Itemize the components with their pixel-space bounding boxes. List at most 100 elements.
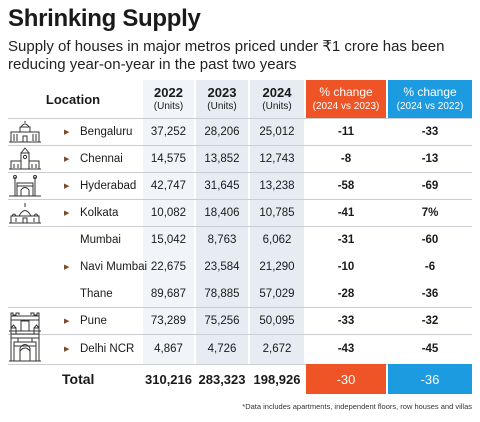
cell-change-vs-2023: -8 <box>340 152 352 165</box>
cell-change-vs-2023: -33 <box>337 314 355 327</box>
cell-2024: 6,062 <box>262 233 292 246</box>
cell-2024: 12,743 <box>259 152 295 165</box>
row-city: Pune <box>80 314 107 327</box>
cell-change-vs-2022: -13 <box>421 152 439 165</box>
cell-change-vs-2022: -69 <box>421 179 439 192</box>
table-row: ▶ Pune 73,289 75,256 50,095 -33 -32 <box>0 307 480 334</box>
header-change-vs-2023-label: % change <box>319 85 373 99</box>
table-row: ▶ Navi Mumbai 22,675 23,584 21,290 -10 -… <box>0 253 480 280</box>
row-arrow-icon: ▶ <box>64 128 70 136</box>
cell-2023: 8,763 <box>207 233 237 246</box>
cell-change-vs-2022: -33 <box>421 125 439 138</box>
row-divider <box>8 226 472 227</box>
pune-shaniwar-wada-icon <box>9 312 41 332</box>
header-change-vs-2022: % change (2024 vs 2022) <box>388 80 472 118</box>
bengaluru-vidhana-soudha-icon <box>9 121 41 143</box>
row-divider <box>8 334 472 335</box>
cell-2023: 23,584 <box>204 260 240 273</box>
cell-change-vs-2023: -41 <box>337 206 355 219</box>
cell-2022: 73,289 <box>150 314 187 327</box>
footnote: *Data includes apartments, independent f… <box>242 402 472 411</box>
cell-2022: 89,687 <box>150 287 187 300</box>
header-2023-year: 2023 <box>207 85 237 100</box>
hyderabad-charminar-icon <box>9 175 41 197</box>
cell-2024: 50,095 <box>259 314 295 327</box>
table-row: ▶ Kolkata 10,082 18,406 10,785 -41 7% <box>0 199 480 226</box>
header-change-vs-2022-sub: (2024 vs 2022) <box>396 101 464 112</box>
chart-title: Shrinking Supply <box>8 5 201 32</box>
total-change-vs-2023: -30 <box>306 364 386 394</box>
row-divider <box>8 307 472 308</box>
cell-change-vs-2023: -31 <box>337 233 355 246</box>
cell-2023: 18,406 <box>204 206 240 219</box>
table-row: ▶ Chennai 14,575 13,852 12,743 -8 -13 <box>0 145 480 172</box>
cell-2023: 75,256 <box>204 314 240 327</box>
row-divider <box>8 118 472 119</box>
header-2023-unit: (Units) <box>207 101 237 112</box>
cell-2022: 15,042 <box>150 233 187 246</box>
cell-2024: 13,238 <box>259 179 295 192</box>
total-2024: 198,926 <box>253 371 301 387</box>
cell-2024: 2,672 <box>262 343 292 355</box>
header-2024-unit: (Units) <box>262 101 292 112</box>
cell-2022: 37,252 <box>150 125 187 138</box>
header-2024-year: 2024 <box>262 85 292 100</box>
chennai-central-icon <box>9 147 41 170</box>
cell-2023: 13,852 <box>204 152 240 165</box>
row-city: Mumbai <box>80 233 121 246</box>
cell-change-vs-2023: -28 <box>337 287 355 300</box>
cell-change-vs-2022: -6 <box>424 260 436 273</box>
cell-2022: 10,082 <box>150 206 187 219</box>
table-row: ▶ Bengaluru 37,252 28,206 25,012 -11 -33 <box>0 118 480 145</box>
header-2022-unit: (Units) <box>153 101 184 112</box>
col-2023-bg <box>196 118 248 364</box>
row-divider <box>8 172 472 173</box>
cell-2023: 31,645 <box>204 179 240 192</box>
cell-2024: 57,029 <box>259 287 295 300</box>
cell-2024: 25,012 <box>259 125 295 138</box>
cell-2022: 4,867 <box>154 343 183 355</box>
supply-table: Location 2022 (Units) 2023 (Units) 2024 … <box>0 80 480 394</box>
header-change-vs-2023: % change (2024 vs 2023) <box>306 80 386 118</box>
cell-2022: 14,575 <box>150 152 187 165</box>
delhi-india-gate-icon <box>9 337 41 362</box>
row-city: Thane <box>80 287 113 300</box>
row-city: Navi Mumbai <box>80 260 148 273</box>
col-2024-bg <box>250 118 304 364</box>
cell-change-vs-2022: -60 <box>421 233 439 246</box>
row-city: Chennai <box>80 152 123 165</box>
row-arrow-icon: ▶ <box>64 263 70 271</box>
total-change-vs-2022: -36 <box>388 364 472 394</box>
header-2023: 2023 (Units) <box>196 80 248 118</box>
header-2022: 2022 (Units) <box>143 80 194 118</box>
cell-2022: 22,675 <box>150 260 187 273</box>
header-change-vs-2022-label: % change <box>403 85 457 99</box>
total-label: Total <box>62 371 95 387</box>
row-city: Hyderabad <box>80 179 137 192</box>
row-divider <box>8 199 472 200</box>
row-arrow-icon: ▶ <box>64 317 70 325</box>
row-divider <box>8 364 472 365</box>
cell-change-vs-2023: -43 <box>337 343 355 355</box>
table-row: Mumbai 15,042 8,763 6,062 -31 -60 <box>0 226 480 253</box>
col-2022-bg <box>143 118 194 364</box>
total-2022: 310,216 <box>145 371 192 387</box>
cell-2023: 78,885 <box>204 287 240 300</box>
row-divider <box>8 145 472 146</box>
cell-change-vs-2022: -45 <box>421 343 439 355</box>
header-2022-year: 2022 <box>154 85 183 100</box>
kolkata-victoria-memorial-icon <box>9 203 41 224</box>
total-2023: 283,323 <box>198 371 246 387</box>
row-arrow-icon: ▶ <box>64 209 70 217</box>
cell-2023: 28,206 <box>204 125 240 138</box>
table-row: ▶ Hyderabad 42,747 31,645 13,238 -58 -69 <box>0 172 480 199</box>
cell-2024: 21,290 <box>259 260 295 273</box>
cell-change-vs-2023: -10 <box>337 260 355 273</box>
header-2024: 2024 (Units) <box>250 80 304 118</box>
header-change-vs-2023-sub: (2024 vs 2023) <box>312 101 380 112</box>
row-city: Bengaluru <box>80 125 133 138</box>
cell-2024: 10,785 <box>259 206 295 219</box>
row-city: Delhi NCR <box>80 343 135 355</box>
cell-change-vs-2022: -32 <box>421 314 439 327</box>
cell-2023: 4,726 <box>207 343 237 355</box>
